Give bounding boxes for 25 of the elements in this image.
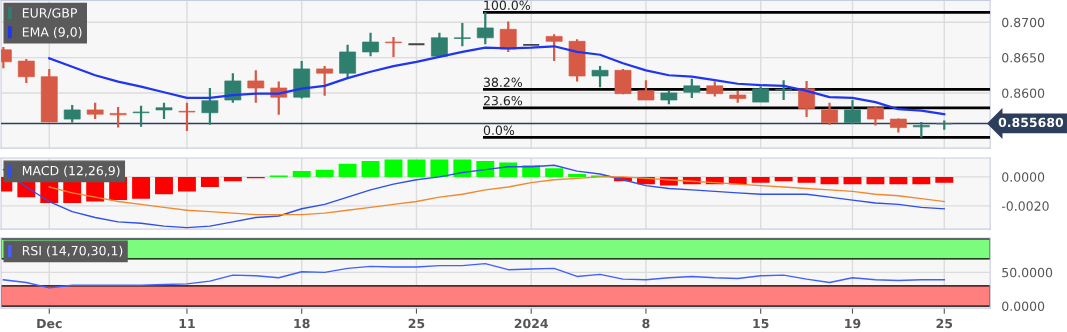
legend-label: EMA (9,0)	[22, 27, 82, 39]
legend-label: MACD (12,26,9)	[22, 165, 120, 177]
y-tick-label: 0.8700	[1002, 17, 1045, 28]
x-tick-label: 8	[642, 318, 650, 329]
y-tick-label: 0.8600	[1002, 88, 1045, 98]
x-tick-label: 25	[936, 318, 953, 329]
y-tick-label: -0.0020	[1001, 201, 1049, 211]
annotation: 23.6%	[483, 95, 523, 106]
y-tick-label: 0.0000	[1002, 172, 1045, 182]
y-tick-label: 0.8650	[1002, 53, 1045, 63]
x-tick-label: 25	[408, 318, 425, 329]
x-tick-label: 18	[294, 318, 310, 329]
legend-label: RSI (14,70,30,1)	[22, 245, 123, 257]
ref-line-label: 0.855680	[998, 117, 1064, 128]
x-tick-label: 15	[753, 318, 769, 329]
x-tick-label: 2024	[514, 318, 549, 329]
x-tick-label: 19	[845, 318, 861, 329]
y-tick-label: 0.0000	[1002, 301, 1045, 311]
annotation: 38.2%	[483, 77, 523, 87]
y-tick-label: 50.0000	[1002, 267, 1053, 278]
annotation: 0.0%	[483, 125, 515, 136]
x-tick-label: 11	[179, 318, 195, 329]
annotation: 100.0%	[484, 0, 530, 10]
x-tick-label: Dec	[37, 318, 62, 329]
legend-label: EUR/GBP	[22, 8, 78, 19]
